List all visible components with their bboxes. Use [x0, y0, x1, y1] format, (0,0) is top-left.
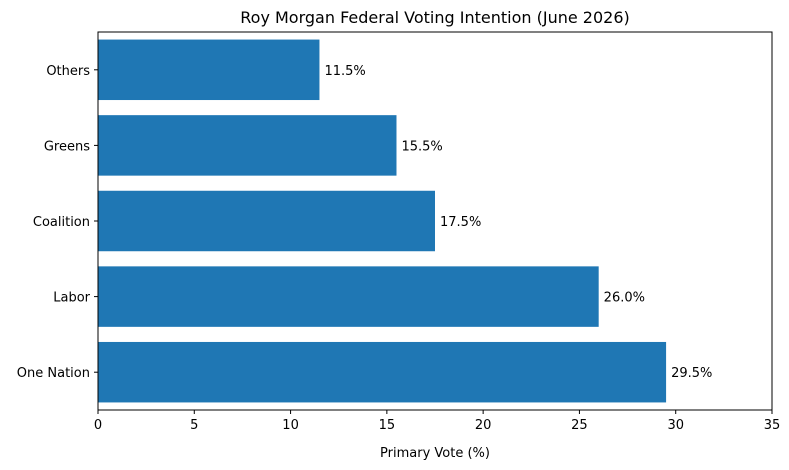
y-tick-label: Labor	[53, 291, 90, 306]
x-tick-label: 30	[667, 418, 684, 433]
y-tick-label: Others	[46, 64, 90, 79]
x-axis-ticks: 0 5 10 15 20 25 30 35	[94, 410, 780, 433]
data-label: 11.5%	[324, 64, 365, 79]
y-tick-label: One Nation	[17, 366, 90, 381]
y-axis-ticks: One Nation Labor Coalition Greens Others	[17, 64, 98, 381]
bar-one-nation	[98, 341, 667, 403]
bar-labor	[98, 266, 599, 327]
x-tick-label: 25	[571, 418, 588, 433]
y-tick-label: Coalition	[33, 215, 90, 230]
bar-others	[98, 39, 320, 101]
y-tick-label: Greens	[44, 139, 90, 154]
x-tick-label: 5	[190, 418, 198, 433]
bars	[98, 39, 667, 403]
x-tick-label: 10	[282, 418, 299, 433]
bar-coalition	[98, 190, 435, 252]
x-axis-label: Primary Vote (%)	[380, 446, 490, 461]
x-tick-label: 20	[475, 418, 492, 433]
data-label: 29.5%	[671, 366, 712, 381]
data-labels: 29.5% 26.0% 17.5% 15.5% 11.5%	[324, 64, 712, 381]
data-label: 17.5%	[440, 215, 481, 230]
x-tick-label: 15	[379, 418, 396, 433]
x-tick-label: 0	[94, 418, 102, 433]
chart-title: Roy Morgan Federal Voting Intention (Jun…	[240, 8, 629, 27]
bar-greens	[98, 115, 397, 176]
x-tick-label: 35	[764, 418, 781, 433]
data-label: 15.5%	[401, 139, 442, 154]
data-label: 26.0%	[604, 291, 645, 306]
